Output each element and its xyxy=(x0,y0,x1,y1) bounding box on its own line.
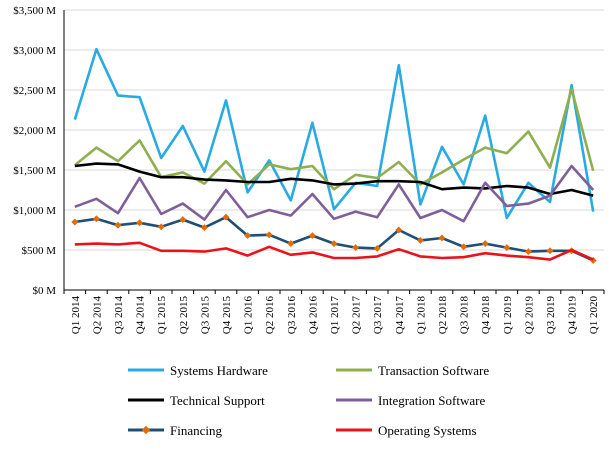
legend-label-transaction-software: Transaction Software xyxy=(378,363,489,378)
x-tick-label: Q4 2017 xyxy=(394,296,406,335)
data-point-financing xyxy=(308,232,316,240)
y-tick-label: $1,000 M xyxy=(13,205,56,217)
data-point-financing xyxy=(460,243,468,251)
x-tick-label: Q1 2016 xyxy=(243,296,255,335)
x-tick-label: Q2 2018 xyxy=(437,296,449,335)
data-point-financing xyxy=(524,248,532,256)
x-tick-label: Q4 2018 xyxy=(480,296,492,335)
x-tick-label: Q3 2018 xyxy=(459,296,471,335)
x-tick-label: Q1 2014 xyxy=(70,296,82,335)
data-point-financing xyxy=(546,247,554,255)
x-tick-label: Q3 2014 xyxy=(113,296,125,335)
y-tick-label: $2,500 M xyxy=(13,85,56,97)
series-line-systems-hardware xyxy=(73,47,595,220)
data-point-financing xyxy=(114,221,122,229)
y-tick-labels: $0 M $500 M $1,000 M $1,500 M $2,000 M $2,500… xyxy=(13,5,56,297)
data-point-financing xyxy=(416,236,424,244)
data-point-financing xyxy=(222,213,230,221)
x-tick-label: Q4 2015 xyxy=(221,296,233,335)
data-point-financing xyxy=(179,216,187,224)
y-tick-label: $500 M xyxy=(21,245,56,257)
data-point-financing xyxy=(481,240,489,248)
x-tick-labels: Q1 2014 Q2 2014 Q3 2014 Q4 2014 Q1 2015 Q2 20… xyxy=(70,296,600,335)
x-tick-label: Q1 2017 xyxy=(329,296,341,335)
axes xyxy=(63,10,605,294)
x-tick-label: Q3 2015 xyxy=(199,296,211,335)
data-point-financing xyxy=(438,234,446,242)
legend-marker-financing xyxy=(141,425,151,435)
x-tick-label: Q1 2018 xyxy=(415,296,427,335)
legend-label-operating-systems: Operating Systems xyxy=(378,423,477,438)
x-tick-label: Q4 2019 xyxy=(567,296,579,335)
data-point-financing xyxy=(265,231,273,239)
legend: Systems Hardware Transaction Software Tech… xyxy=(128,363,489,438)
data-point-financing xyxy=(503,244,511,252)
x-tick-label: Q2 2019 xyxy=(523,296,535,335)
y-tick-label: $1,500 M xyxy=(13,165,56,177)
y-tick-label: $3,000 M xyxy=(13,45,56,57)
legend-label-integration-software: Integration Software xyxy=(378,393,485,408)
x-tick-label: Q3 2019 xyxy=(545,296,557,335)
data-point-financing xyxy=(92,215,100,223)
data-point-financing xyxy=(373,244,381,252)
series-line-integration-software xyxy=(74,164,595,223)
series-lines xyxy=(71,47,597,264)
x-tick-label: Q1 2020 xyxy=(588,296,600,335)
data-point-financing xyxy=(136,219,144,227)
data-point-financing xyxy=(71,218,79,226)
series-line-operating-systems xyxy=(74,241,594,261)
x-tick-label: Q2 2016 xyxy=(264,296,276,335)
data-point-financing xyxy=(244,232,252,240)
x-tick-label: Q4 2016 xyxy=(307,296,319,335)
legend-label-technical-support: Technical Support xyxy=(170,393,265,408)
y-tick-label: $2,000 M xyxy=(13,125,56,137)
x-tick-label: Q3 2016 xyxy=(286,296,298,335)
x-tick-label: Q4 2014 xyxy=(135,296,147,335)
x-tick-label: Q1 2015 xyxy=(156,296,168,335)
x-tick-label: Q2 2015 xyxy=(178,296,190,335)
data-point-financing xyxy=(395,226,403,234)
x-tick-label: Q2 2017 xyxy=(351,296,363,335)
x-tick-label: Q3 2017 xyxy=(372,296,384,335)
series-line-technical-support xyxy=(74,162,594,197)
legend-label-systems-hardware: Systems Hardware xyxy=(170,363,268,378)
data-point-financing xyxy=(157,223,165,231)
legend-label-financing: Financing xyxy=(170,423,222,438)
data-point-financing xyxy=(352,244,360,252)
data-point-financing xyxy=(200,224,208,232)
data-point-financing xyxy=(330,240,338,248)
y-tick-label: $3,500 M xyxy=(13,5,56,17)
data-point-financing xyxy=(287,240,295,248)
y-tick-label: $0 M xyxy=(32,285,56,297)
x-tick-label: Q1 2019 xyxy=(502,296,514,335)
x-tick-label: Q2 2014 xyxy=(91,296,103,335)
